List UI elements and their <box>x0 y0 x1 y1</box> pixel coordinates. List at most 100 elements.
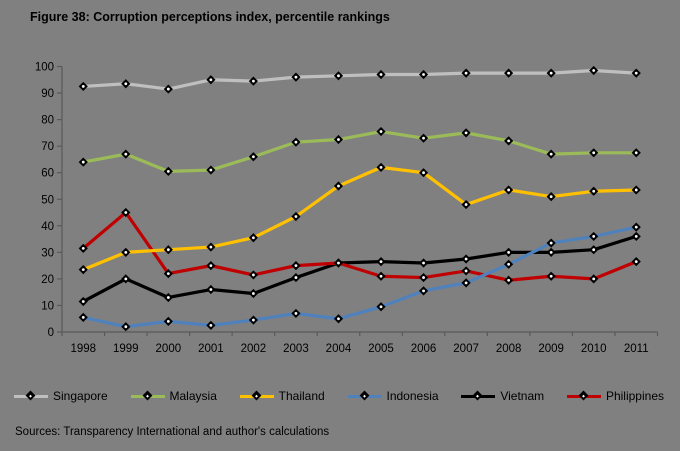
legend-item-singapore: Singapore <box>14 389 108 403</box>
legend-item-philippines: Philippines <box>566 389 664 403</box>
marker-center-dot <box>337 74 340 78</box>
marker-center-dot <box>294 264 298 268</box>
marker-center-dot <box>422 136 425 140</box>
marker-center-dot <box>507 188 511 192</box>
series-line <box>83 68 637 91</box>
y-tick-label: 0 <box>48 327 54 339</box>
marker-center-dot <box>81 85 85 88</box>
marker-center-dot <box>124 211 128 214</box>
marker-center-dot <box>592 151 596 155</box>
marker-center-dot <box>379 130 383 133</box>
y-tick-label: 20 <box>41 274 54 286</box>
legend-item-malaysia: Malaysia <box>130 389 217 403</box>
marker-center-dot <box>337 138 340 141</box>
series-philippines <box>78 207 641 285</box>
marker-center-dot <box>81 246 85 250</box>
marker-center-dot <box>166 296 170 299</box>
marker-center-dot <box>507 278 511 282</box>
marker-center-dot <box>634 151 638 155</box>
marker-center-dot <box>507 139 511 143</box>
marker-center-dot <box>209 288 213 291</box>
marker-center-dot <box>634 225 638 229</box>
series-line <box>82 165 637 272</box>
y-tick-label: 100 <box>35 62 54 74</box>
legend-line-sample <box>130 390 165 400</box>
x-tick-label: 2011 <box>624 343 649 355</box>
legend-line-sample <box>14 390 48 400</box>
legend-line-sample <box>461 390 496 400</box>
marker-center-dot <box>294 312 298 315</box>
x-tick-label: 2005 <box>368 343 394 355</box>
chart-title: Figure 38: Corruption perceptions index,… <box>30 10 390 24</box>
marker-center-dot <box>337 317 340 321</box>
series-line <box>82 129 637 173</box>
marker-center-dot <box>252 318 255 322</box>
axes: 0 10 20 30 40 50 60 70 80 90 100 1998 1999 2000 2001 20… <box>35 62 659 355</box>
marker-center-dot <box>634 260 638 264</box>
y-tick-label: 90 <box>41 88 54 100</box>
legend-item-vietnam: Vietnam <box>461 389 544 403</box>
marker-center-dot <box>124 152 128 156</box>
marker-center-dot <box>209 323 213 327</box>
y-tick-label: 70 <box>41 141 54 153</box>
marker-center-dot <box>422 171 425 175</box>
marker-center-dot <box>379 165 383 169</box>
marker-center-dot <box>592 69 596 72</box>
x-tick-label: 1999 <box>113 343 139 355</box>
marker-center-dot <box>81 268 85 272</box>
marker-center-dot <box>379 305 383 309</box>
marker-center-dot <box>422 73 425 76</box>
series-singapore <box>78 65 641 94</box>
marker-center-dot <box>464 71 468 75</box>
marker-center-dot <box>209 245 213 249</box>
marker-center-dot <box>166 87 170 91</box>
marker-center-dot <box>209 78 213 82</box>
marker-center-dot <box>379 73 383 76</box>
y-tick-label: 80 <box>41 115 54 127</box>
marker-center-dot <box>166 248 170 252</box>
marker-center-dot <box>422 276 425 279</box>
marker-center-dot <box>592 248 596 252</box>
series-malaysia <box>78 126 641 176</box>
marker-center-dot <box>464 257 468 261</box>
legend-marker-icon <box>359 390 369 400</box>
marker-center-dot <box>507 71 511 75</box>
marker-center-dot <box>166 272 170 275</box>
x-tick-label: 2008 <box>496 343 522 355</box>
marker-center-dot <box>592 235 596 238</box>
x-tick-label: 2003 <box>283 343 309 355</box>
marker-center-dot <box>592 277 596 281</box>
marker-center-dot <box>379 274 383 278</box>
marker-center-dot <box>252 273 255 277</box>
marker-center-dot <box>294 215 298 218</box>
marker-center-dot <box>422 261 425 265</box>
marker-center-dot <box>124 82 128 86</box>
marker-center-dot <box>252 292 255 295</box>
marker-center-dot <box>464 131 468 135</box>
marker-center-dot <box>549 71 553 75</box>
legend-marker-icon <box>25 390 36 400</box>
marker-center-dot <box>422 289 425 293</box>
marker-center-dot <box>124 325 128 329</box>
y-tick-label: 10 <box>41 300 54 312</box>
marker-center-dot <box>166 319 170 323</box>
legend-label: Malaysia <box>169 389 217 403</box>
marker-center-dot <box>464 203 468 206</box>
marker-center-dot <box>81 315 85 319</box>
series-line <box>82 210 637 282</box>
y-tick-label: 50 <box>41 194 54 206</box>
marker-center-dot <box>124 277 128 281</box>
marker-center-dot <box>209 168 213 172</box>
legend-item-indonesia: Indonesia <box>347 389 439 403</box>
legend-label: Indonesia <box>386 389 439 403</box>
marker-center-dot <box>549 152 553 156</box>
marker-center-dot <box>81 160 85 164</box>
legend-line-sample <box>347 390 382 400</box>
marker-center-dot <box>337 261 340 265</box>
marker-center-dot <box>549 250 553 254</box>
marker-center-dot <box>166 169 170 173</box>
x-tick-label: 2001 <box>198 343 224 355</box>
line-chart: 0 10 20 30 40 50 60 70 80 90 100 1998 1999 2000 2001 20… <box>35 62 659 355</box>
legend-marker-icon <box>472 390 483 400</box>
